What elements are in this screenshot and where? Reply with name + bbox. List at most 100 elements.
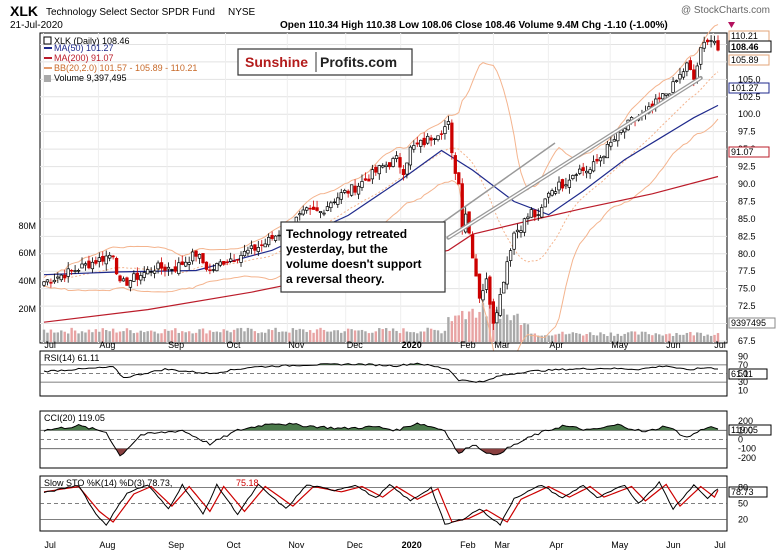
volume-bar <box>336 330 339 342</box>
candle-body <box>488 276 492 305</box>
volume-bar <box>471 308 474 342</box>
volume-bar <box>198 329 201 342</box>
candle-body <box>419 139 423 147</box>
candle-body <box>370 169 375 180</box>
volume-bar <box>626 332 630 342</box>
candle-body <box>515 229 520 233</box>
candle-body <box>374 166 378 173</box>
volume-bar <box>526 324 530 342</box>
chart-date: 21-Jul-2020 <box>10 20 63 31</box>
candle-body <box>581 167 585 171</box>
candle-body <box>225 261 229 263</box>
volume-bar <box>274 327 277 342</box>
volume-bar <box>46 332 49 342</box>
candle-body <box>125 277 129 286</box>
candle-body <box>111 255 115 258</box>
volume-bar <box>236 328 239 342</box>
candle-body <box>63 274 67 279</box>
volume-tick-label: 60M <box>18 248 36 258</box>
candle-body <box>678 74 682 80</box>
cci-label: CCI(20) 119.05 <box>44 413 105 423</box>
candle-body <box>235 259 240 261</box>
candle-body <box>426 135 430 144</box>
volume-bar <box>277 331 281 342</box>
bollinger-upper-line <box>43 24 719 278</box>
candle-body <box>550 190 554 196</box>
annotation-callout: Technology retreated yesterday, but the … <box>280 142 556 293</box>
candle-body <box>540 207 544 218</box>
volume-bar <box>257 333 260 342</box>
candle-body <box>436 135 440 141</box>
candle-body <box>391 158 395 167</box>
volume-bar <box>340 332 343 342</box>
price-tick-label: 90.0 <box>738 179 756 189</box>
badge-ma50: 101.27 <box>731 83 759 93</box>
volume-bar <box>281 331 284 342</box>
candle-body <box>602 155 606 159</box>
candle-body <box>118 275 122 282</box>
volume-bar <box>661 335 664 342</box>
month-label-bottom: Oct <box>226 540 241 550</box>
sto-label-d: 75.18 <box>236 478 259 488</box>
candle-body <box>97 257 101 262</box>
legend-bb: BB(20,2.0) 101.57 - 105.89 - 110.21 <box>54 63 197 73</box>
volume-bar <box>94 329 98 342</box>
trendline <box>446 75 703 240</box>
badge-bb-mid-box <box>728 54 770 66</box>
month-label-top: 2020 <box>402 340 422 350</box>
candle-body <box>446 121 451 125</box>
volume-bar <box>163 329 167 342</box>
candle-body <box>443 126 447 134</box>
volume-bar <box>578 333 581 342</box>
volume-bar <box>63 331 66 342</box>
cci-badge-box <box>728 424 772 436</box>
candle-body <box>692 69 696 80</box>
candle-body <box>598 157 603 162</box>
badge-bb-upper: 110.21 <box>731 31 758 41</box>
candle-body <box>311 206 316 210</box>
volume-bar <box>177 332 181 342</box>
volume-bar <box>333 330 336 342</box>
volume-bar <box>91 332 94 342</box>
volume-bar <box>516 313 519 342</box>
candle-body <box>346 190 350 194</box>
rsi-badge-box <box>728 368 768 380</box>
legend-volume: Volume 9,397,495 <box>54 73 127 83</box>
volume-bar <box>602 334 606 342</box>
volume-bar <box>595 335 599 342</box>
volume-bar <box>429 328 433 342</box>
value-badges: 110.21 108.46 105.89 101.27 91.07 939749… <box>728 30 776 329</box>
candle-body <box>394 155 399 159</box>
volume-bar <box>346 328 350 342</box>
candle-body <box>222 261 226 265</box>
candle-body <box>381 165 385 168</box>
volume-bar <box>125 328 129 342</box>
volume-bar <box>623 333 626 342</box>
volume-bar <box>709 335 713 342</box>
volume-bar <box>156 333 160 342</box>
volume-bar <box>512 315 516 342</box>
volume-bar <box>149 330 153 342</box>
candle-body <box>308 207 312 210</box>
volume-bar <box>405 331 409 342</box>
candle-body <box>377 165 381 175</box>
candle-body <box>529 209 534 218</box>
candle-body <box>315 207 319 211</box>
candle-body <box>277 234 281 237</box>
candle-body <box>681 71 686 78</box>
logo-profits: Profits.com <box>320 54 397 70</box>
volume-bar <box>219 332 222 342</box>
candle-body <box>546 192 551 198</box>
month-label-bottom: Jun <box>666 540 681 550</box>
candle-body <box>505 261 509 285</box>
volume-bar <box>212 331 215 342</box>
candle-body <box>83 263 88 266</box>
candle-body <box>460 183 464 231</box>
candle-body <box>184 261 188 267</box>
volume-bar <box>174 328 177 342</box>
price-tick-label: 87.5 <box>738 196 756 206</box>
candle-body <box>578 168 582 174</box>
volume-bar <box>60 330 63 342</box>
volume-bar <box>440 333 443 342</box>
candle-body <box>242 250 247 257</box>
